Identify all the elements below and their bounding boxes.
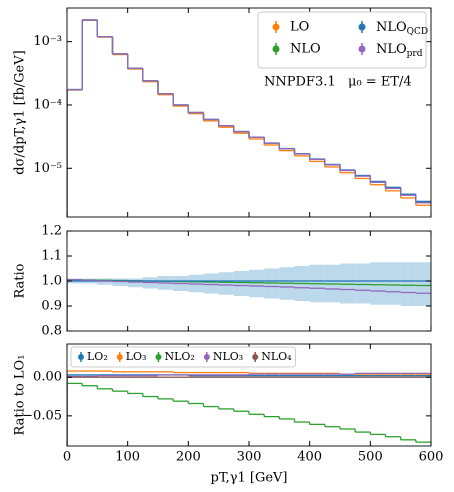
y-axis-label: dσ/dpT,γ1 [fb/GeV] [13, 50, 28, 174]
legend-label: NLO₄ [261, 350, 292, 363]
x-tick-label: 0 [63, 450, 71, 465]
legend-label: NLO₃ [213, 350, 243, 363]
x-tick-label: 400 [297, 450, 322, 465]
y-tick-label: 0.00 [33, 370, 62, 385]
uncertainty-band [370, 262, 386, 305]
x-tick-label: 300 [237, 450, 262, 465]
y-tick-label: 1.1 [41, 249, 62, 264]
legend-label: NLO [290, 42, 321, 57]
y-tick-label: 10⁻⁵ [33, 161, 62, 176]
legend-box [257, 11, 427, 69]
x-tick-label: 500 [358, 450, 383, 465]
y-tick-label: 1.2 [41, 224, 62, 239]
y-axis-label: Ratio to LO₁ [13, 355, 28, 436]
legend-box [70, 346, 297, 368]
legend-marker [358, 23, 366, 31]
uncertainty-band [127, 278, 143, 288]
legend-marker [252, 354, 259, 360]
uncertainty-band [203, 273, 219, 294]
x-tick-label: 200 [176, 450, 201, 465]
plot-area [67, 262, 431, 331]
legend-marker [272, 23, 280, 31]
legend-marker [203, 354, 210, 360]
legend-label: LO [290, 20, 309, 35]
uncertainty-band [340, 263, 356, 304]
x-tick-label: 100 [115, 450, 140, 465]
y-tick-label: −0.05 [22, 408, 62, 423]
legend-label: NLO₂ [164, 350, 194, 363]
legend-marker [116, 354, 123, 360]
uncertainty-band [249, 269, 265, 298]
y-tick-label: 10⁻³ [33, 34, 62, 49]
x-axis-label: pT,γ1 [GeV] [211, 471, 288, 486]
plot-area [67, 370, 431, 446]
uncertainty-band [233, 271, 249, 296]
x-tick-label: 600 [419, 450, 444, 465]
uncertainty-band [400, 262, 416, 306]
uncertainty-band [385, 262, 401, 305]
legend-marker [358, 45, 366, 53]
legend-marker [155, 354, 162, 360]
legend-label: NLOprd [376, 42, 423, 59]
y-axis-label: Ratio [13, 263, 28, 298]
uncertainty-band [415, 262, 431, 306]
legend-label: LO₃ [126, 350, 147, 363]
legend-marker [78, 354, 84, 360]
y-tick-label: 1.0 [41, 274, 62, 289]
annotation: NNPDF3.1 [264, 75, 336, 90]
legend-label: NLOQCD [376, 20, 428, 37]
legend-marker [272, 45, 280, 53]
annotation: μ₀ = ET/4 [348, 75, 412, 90]
legend-label: LO₂ [87, 350, 108, 363]
y-tick-label: 10⁻⁴ [33, 97, 62, 112]
y-tick-label: 0.9 [41, 299, 62, 314]
uncertainty-band [218, 272, 234, 295]
y-tick-label: 0.8 [41, 324, 62, 339]
plot-area [67, 19, 431, 217]
uncertainty-band [355, 263, 371, 304]
uncertainty-band [112, 278, 128, 286]
